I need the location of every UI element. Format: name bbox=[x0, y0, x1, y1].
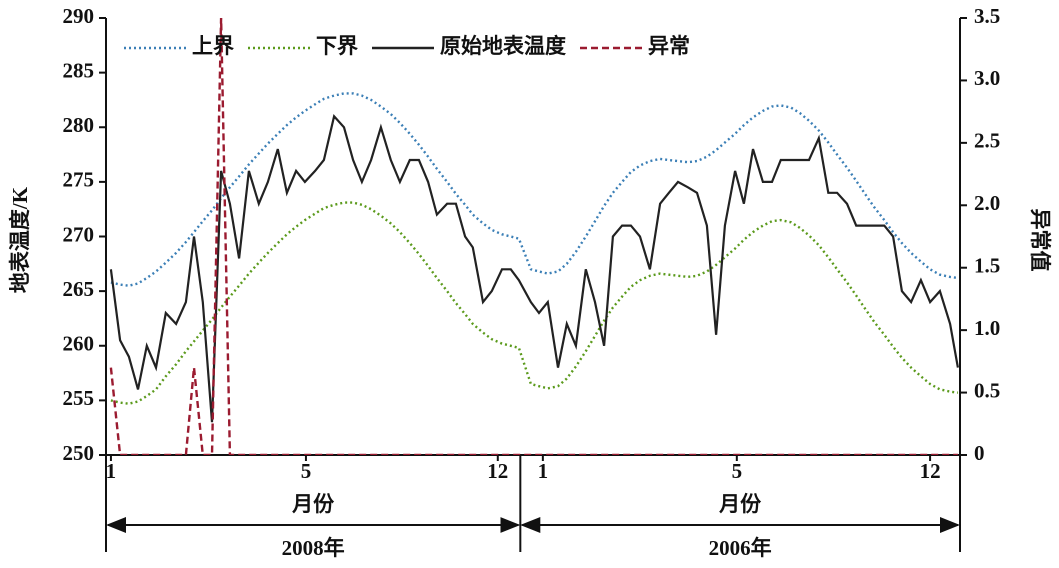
y2-tick-label: 1.0 bbox=[974, 316, 1000, 340]
period-label: 2008年 bbox=[282, 536, 345, 560]
y-tick-label: 275 bbox=[63, 168, 95, 192]
series-line bbox=[110, 201, 959, 405]
x-axis-label: 月份 bbox=[718, 492, 762, 516]
y2-tick-label: 0 bbox=[974, 441, 985, 465]
y-tick-label: 260 bbox=[63, 332, 95, 356]
y-axis-label: 地表温度/K bbox=[8, 186, 32, 293]
y2-axis-label: 异常值 bbox=[1028, 209, 1052, 272]
y-tick-label: 285 bbox=[63, 58, 95, 82]
legend-label: 上界 bbox=[192, 34, 234, 58]
x-tick-label: 1 bbox=[106, 459, 117, 483]
y-tick-label: 250 bbox=[63, 441, 95, 465]
axis-frame bbox=[105, 18, 961, 456]
legend-label: 下界 bbox=[316, 34, 358, 58]
series-line bbox=[109, 113, 959, 423]
y-tick-label: 270 bbox=[63, 222, 95, 246]
y2-tick-label: 1.5 bbox=[974, 254, 1000, 278]
x-axis-label: 月份 bbox=[291, 492, 335, 516]
x-tick-label: 12 bbox=[920, 459, 941, 483]
y-tick-label: 290 bbox=[63, 4, 95, 28]
y2-tick-label: 3.0 bbox=[974, 66, 1000, 90]
y2-tick-label: 2.0 bbox=[974, 191, 1000, 215]
period-label: 2006年 bbox=[709, 536, 772, 560]
x-tick-label: 12 bbox=[487, 459, 508, 483]
y2-tick-label: 3.5 bbox=[974, 4, 1000, 28]
y-tick-label: 265 bbox=[63, 277, 95, 301]
y2-tick-label: 2.5 bbox=[974, 129, 1000, 153]
y-tick-label: 255 bbox=[63, 386, 95, 410]
legend-label: 原始地表温度 bbox=[440, 34, 566, 58]
x-tick-label: 5 bbox=[732, 459, 743, 483]
y-tick-label: 280 bbox=[63, 113, 95, 137]
x-tick-label: 5 bbox=[301, 459, 312, 483]
y2-tick-label: 0.5 bbox=[974, 378, 1000, 402]
legend-label: 异常 bbox=[648, 34, 690, 58]
x-tick-label: 1 bbox=[538, 459, 549, 483]
series-line bbox=[109, 17, 958, 455]
